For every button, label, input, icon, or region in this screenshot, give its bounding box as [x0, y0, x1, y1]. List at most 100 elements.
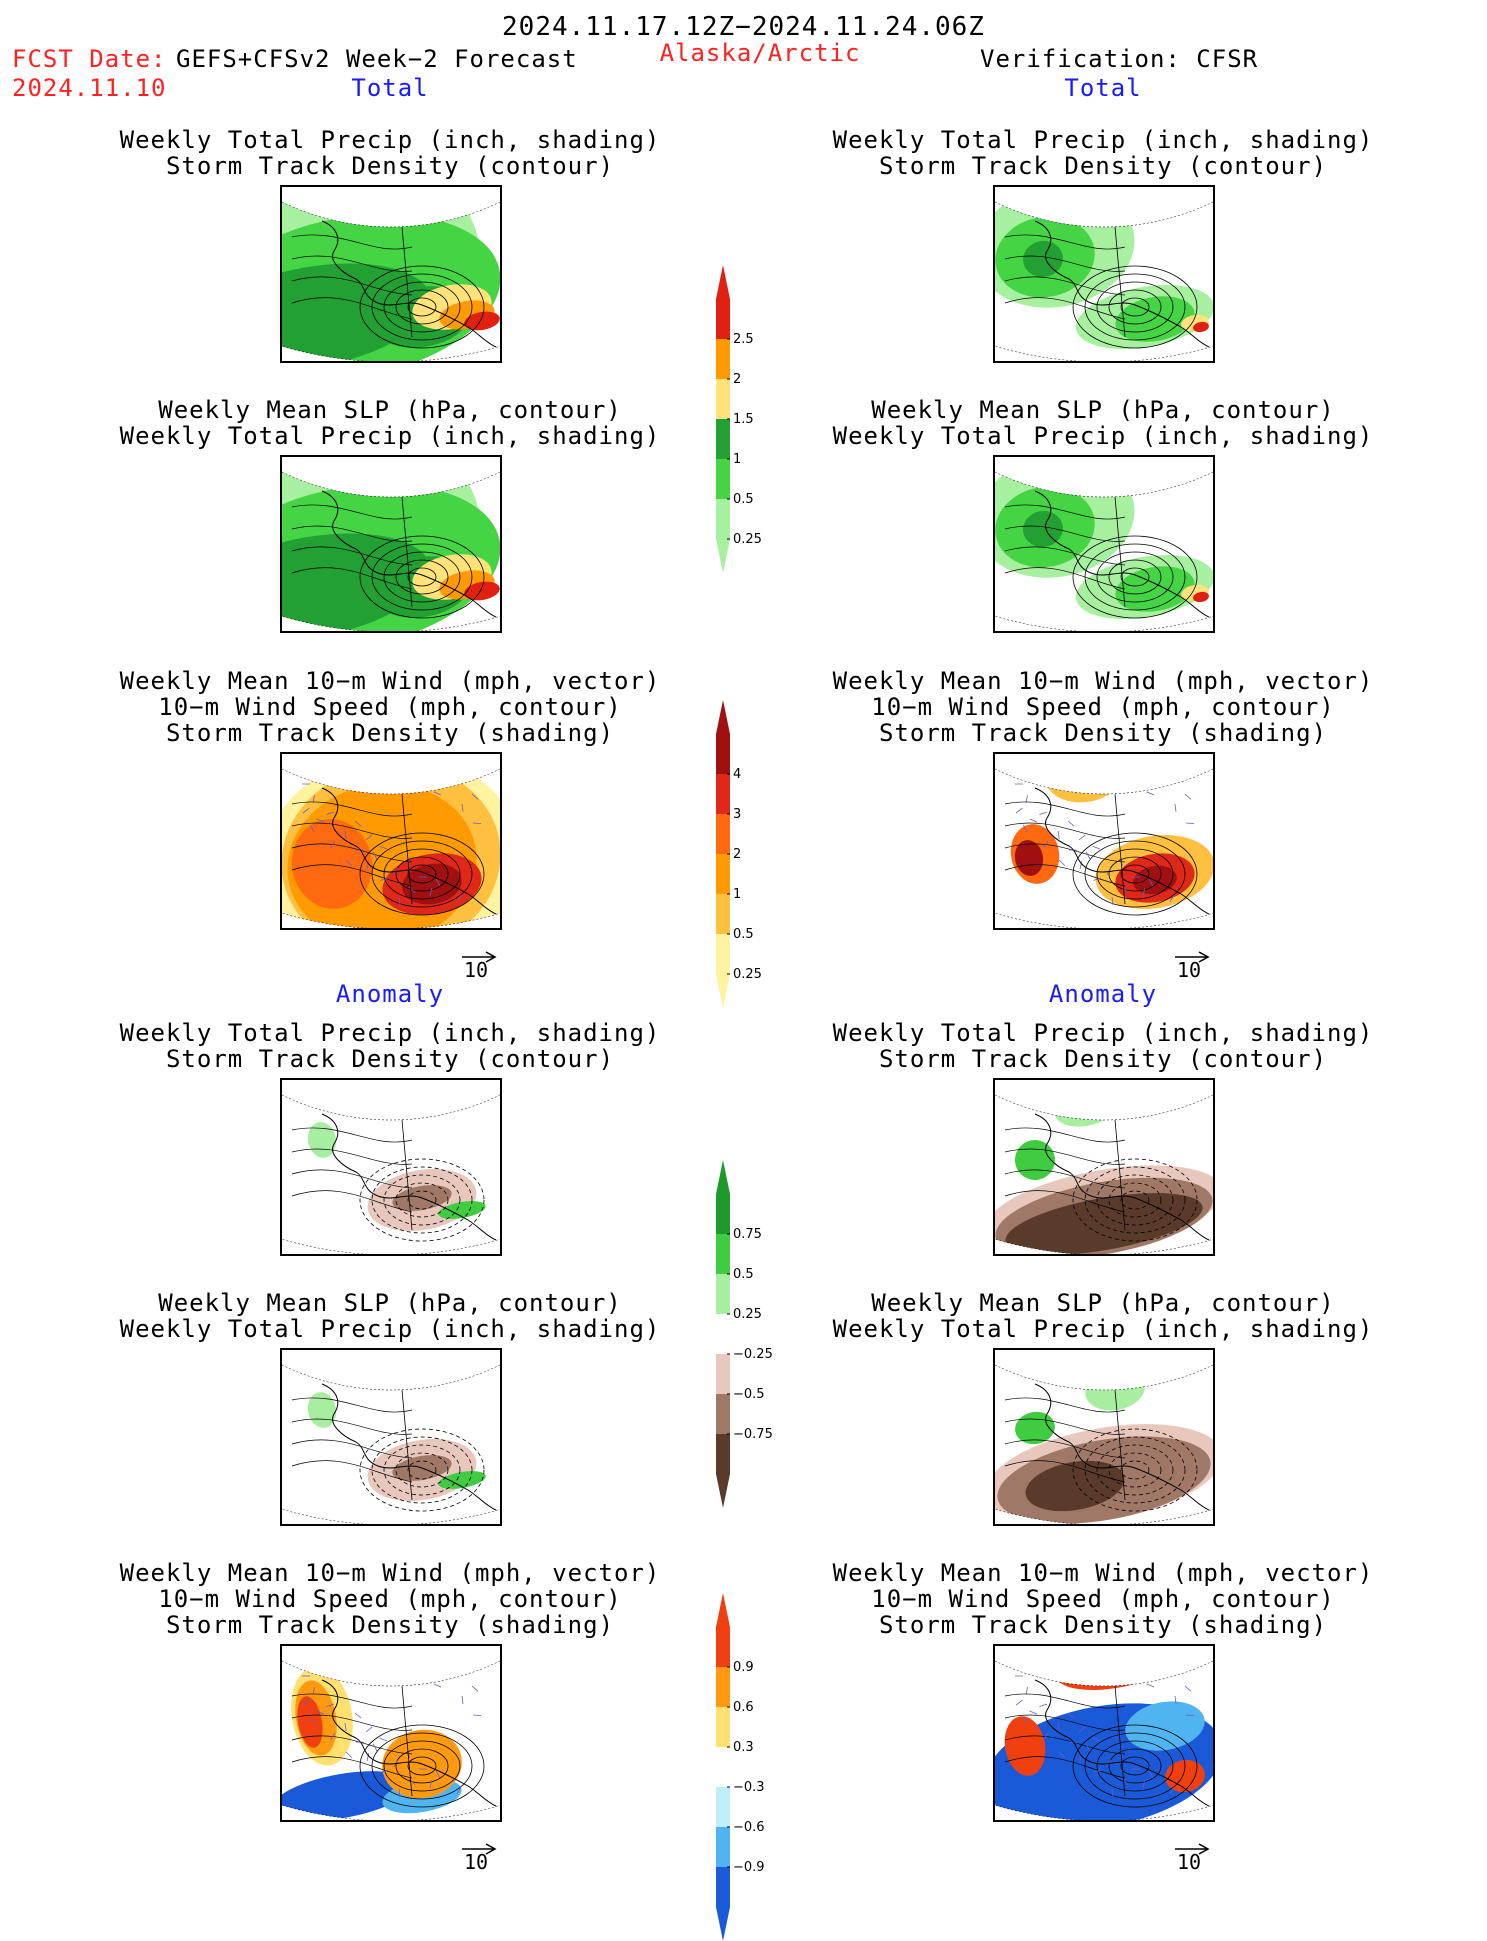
colorbar-swatch	[716, 934, 730, 974]
vector-reference-arrow: 10	[1173, 1840, 1213, 1870]
colorbar-swatch	[716, 379, 730, 419]
colorbar-swatch	[716, 1667, 730, 1707]
section-anomaly-left: Anomaly	[290, 981, 490, 1007]
panel-title: Storm Track Density (shading)	[803, 1612, 1403, 1638]
colorbar-tick-label: −0.75	[733, 1427, 773, 1442]
section-anomaly-right: Anomaly	[1003, 981, 1203, 1007]
colorbar-tick-label: 1.5	[733, 412, 754, 427]
vector-reference-label: 10	[1177, 1850, 1201, 1874]
colorbar-swatch	[716, 1194, 730, 1234]
map-total-precip-track-verification	[993, 185, 1215, 363]
map-svg	[282, 1646, 500, 1820]
period-title: 2024.11.17.12Z−2024.11.24.06Z	[400, 14, 1087, 40]
colorbar-tick-label: 2.5	[733, 332, 754, 347]
map-svg	[282, 457, 500, 631]
panel-title: Weekly Total Precip (inch, shading)	[110, 127, 670, 153]
colorbar-svg: 0.750.50.25−0.25−0.5−0.75	[716, 1160, 776, 1508]
colorbar-tick-label: 0.75	[733, 1227, 762, 1242]
panel-title: 10−m Wind Speed (mph, contour)	[90, 694, 690, 720]
panel-title: Weekly Mean SLP (hPa, contour)	[823, 1290, 1383, 1316]
fcst-date-label: FCST Date:	[12, 46, 167, 72]
colorbar-swatch	[716, 854, 730, 894]
colorbar-swatch	[716, 299, 730, 339]
colorbar-tick-label: 2	[733, 847, 741, 862]
map-anom-slp-precip-forecast	[280, 1348, 502, 1526]
colorbar-tick-label: 0.9	[733, 1660, 754, 1675]
colorbar-swatch	[716, 1627, 730, 1667]
colorbar-tick-label: 0.5	[733, 492, 754, 507]
map-svg	[282, 187, 500, 361]
map-anom-wind-forecast	[280, 1644, 502, 1822]
colorbar-swatch	[716, 1787, 730, 1827]
panel-title: Weekly Mean SLP (hPa, contour)	[110, 1290, 670, 1316]
colorbar-tick-label: 0.6	[733, 1700, 754, 1715]
section-total-right: Total	[1003, 75, 1203, 101]
colorbar-swatch	[716, 499, 730, 539]
map-anom-slp-precip-verification	[993, 1348, 1215, 1526]
map-total-slp-precip-verification	[993, 455, 1215, 633]
panel-title: Weekly Total Precip (inch, shading)	[110, 423, 670, 449]
colorbar-svg: 0.90.60.3−0.3−0.6−0.9	[716, 1593, 776, 1941]
colorbar-swatch	[716, 734, 730, 774]
fcst-date: 2024.11.10	[12, 75, 167, 101]
map-svg	[282, 754, 500, 928]
panel-title: Weekly Mean 10−m Wind (mph, vector)	[90, 1560, 690, 1586]
colorbar-tick-label: 0.25	[733, 967, 762, 982]
panel-title: 10−m Wind Speed (mph, contour)	[803, 694, 1403, 720]
colorbar-swatch	[716, 1867, 730, 1907]
colorbar-tick-label: 0.5	[733, 1267, 754, 1282]
panel-title: Weekly Total Precip (inch, shading)	[823, 127, 1383, 153]
section-total-left: Total	[290, 75, 490, 101]
verification-label: Verification: CFSR	[980, 46, 1258, 72]
panel-title: Weekly Total Precip (inch, shading)	[110, 1316, 670, 1342]
colorbar-swatch	[716, 1234, 730, 1274]
map-svg	[282, 1080, 500, 1254]
panel-title: Weekly Mean SLP (hPa, contour)	[823, 397, 1383, 423]
panel-title: Weekly Total Precip (inch, shading)	[823, 1020, 1383, 1046]
panel-title: Weekly Mean 10−m Wind (mph, vector)	[803, 668, 1403, 694]
colorbar-tick-label: −0.9	[733, 1860, 765, 1875]
map-svg	[995, 1350, 1213, 1524]
colorbar-tick-label: 0.25	[733, 1307, 762, 1322]
map-total-wind-forecast	[280, 752, 502, 930]
vector-reference-arrow: 10	[460, 1840, 500, 1870]
map-svg	[995, 457, 1213, 631]
colorbar-swatch	[716, 774, 730, 814]
fcst-model: GEFS+CFSv2 Week−2 Forecast	[176, 46, 578, 72]
map-anom-precip-track-verification	[993, 1078, 1215, 1256]
colorbar-tick-label: 0.5	[733, 927, 754, 942]
panel-title: Storm Track Density (contour)	[823, 153, 1383, 179]
colorbar-swatch	[716, 1394, 730, 1434]
panel-title: Storm Track Density (contour)	[823, 1046, 1383, 1072]
colorbar-swatch	[716, 1827, 730, 1867]
colorbar-swatch	[716, 459, 730, 499]
panel-title: Weekly Mean 10−m Wind (mph, vector)	[90, 668, 690, 694]
panel-title: 10−m Wind Speed (mph, contour)	[90, 1586, 690, 1612]
vector-reference-label: 10	[464, 958, 488, 982]
colorbar-swatch	[716, 1314, 730, 1354]
map-total-slp-precip-forecast	[280, 455, 502, 633]
colorbar-swatch	[716, 894, 730, 934]
panel-title: Storm Track Density (contour)	[110, 153, 670, 179]
panel-title: 10−m Wind Speed (mph, contour)	[803, 1586, 1403, 1612]
colorbar-swatch	[716, 1274, 730, 1314]
map-svg	[995, 1646, 1213, 1820]
panel-title: Storm Track Density (contour)	[110, 1046, 670, 1072]
region-title: Alaska/Arctic	[620, 40, 900, 66]
colorbar-tick-label: 0.25	[733, 532, 762, 547]
colorbar-swatch	[716, 419, 730, 459]
map-svg	[995, 1080, 1213, 1254]
map-svg	[995, 187, 1213, 361]
colorbar-tick-label: 4	[733, 767, 741, 782]
panel-title: Weekly Total Precip (inch, shading)	[110, 1020, 670, 1046]
map-total-precip-track-forecast	[280, 185, 502, 363]
colorbar-tick-label: −0.3	[733, 1780, 765, 1795]
map-anom-wind-verification	[993, 1644, 1215, 1822]
panel-title: Storm Track Density (shading)	[803, 720, 1403, 746]
map-anom-precip-track-forecast	[280, 1078, 502, 1256]
map-svg	[995, 754, 1213, 928]
